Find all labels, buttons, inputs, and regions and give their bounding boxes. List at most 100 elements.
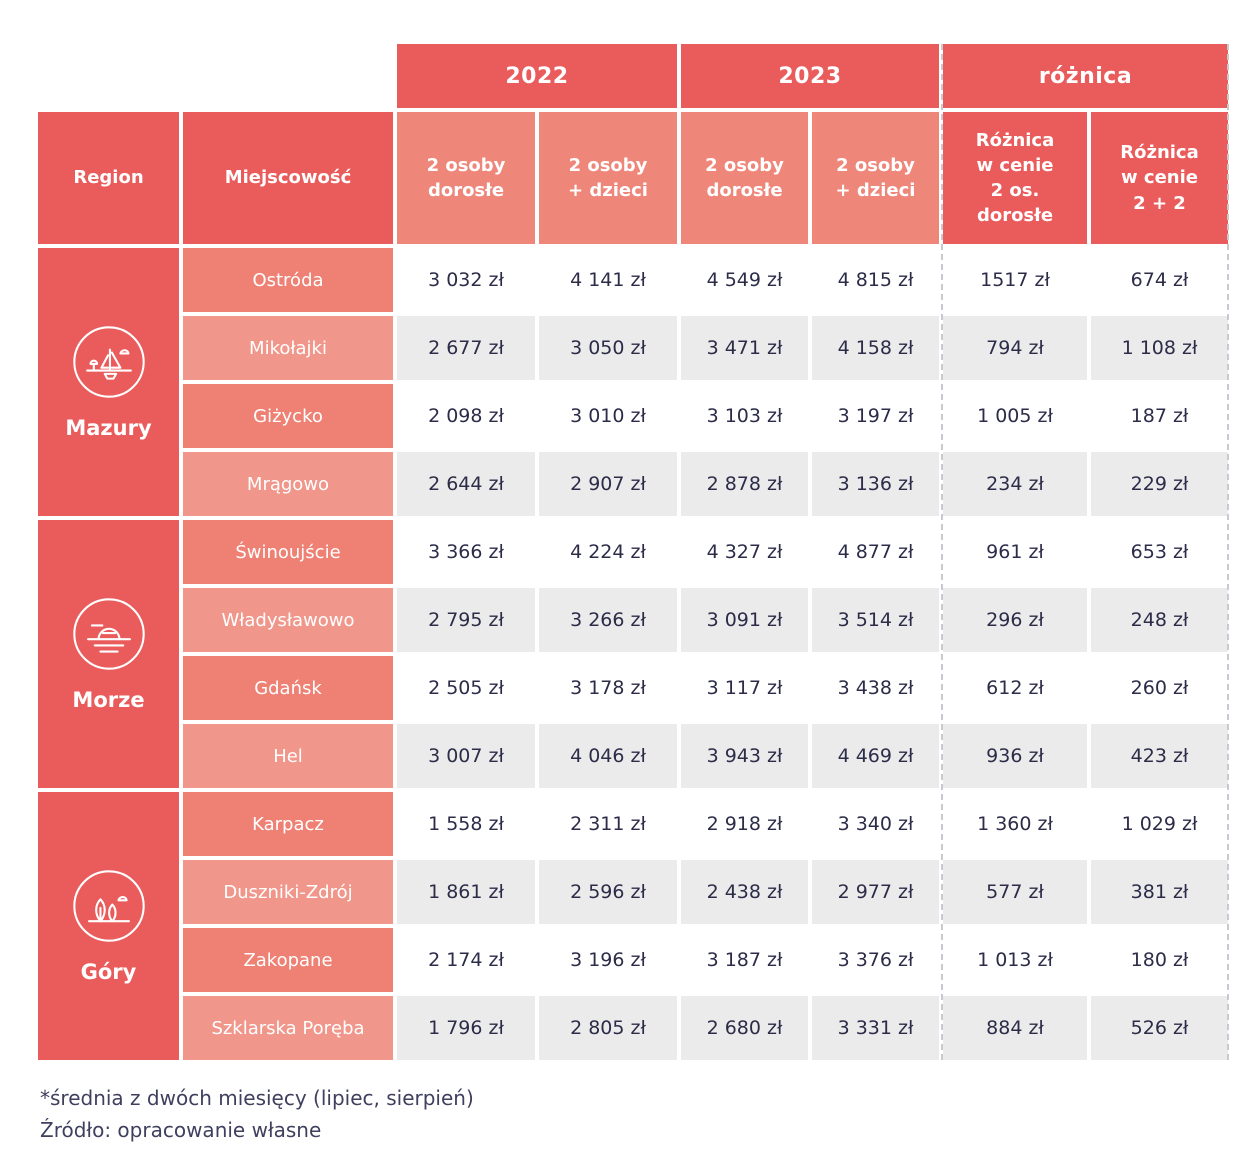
sea-sunset-icon bbox=[71, 596, 147, 672]
place-cell-duszniki: Duszniki-Zdrój bbox=[183, 860, 393, 924]
price-cell: 3 032 zł bbox=[397, 248, 535, 312]
price-cell: 3 117 zł bbox=[681, 656, 808, 720]
region-cell-morze: Morze bbox=[38, 520, 179, 788]
place-cell-swinoujscie: Świnoujście bbox=[183, 520, 393, 584]
diff-cell: 653 zł bbox=[1091, 520, 1228, 584]
diff-cell: 180 zł bbox=[1091, 928, 1228, 992]
price-cell: 3 266 zł bbox=[539, 588, 677, 652]
region-cell-mazury: Mazury bbox=[38, 248, 179, 516]
column-header-diff-2plus2: Różnica w cenie 2 + 2 bbox=[1091, 112, 1228, 244]
place-cell-ostroda: Ostróda bbox=[183, 248, 393, 312]
price-cell: 4 327 zł bbox=[681, 520, 808, 584]
place-cell-gizycko: Giżycko bbox=[183, 384, 393, 448]
diff-cell: 1 029 zł bbox=[1091, 792, 1228, 856]
price-cell: 3 050 zł bbox=[539, 316, 677, 380]
price-cell: 1 861 zł bbox=[397, 860, 535, 924]
column-header-diff-adults: Różnica w cenie 2 os. dorosłe bbox=[943, 112, 1087, 244]
price-cell: 4 877 zł bbox=[812, 520, 939, 584]
diff-cell: 1 108 zł bbox=[1091, 316, 1228, 380]
diff-cell: 612 zł bbox=[943, 656, 1087, 720]
price-cell: 3 103 zł bbox=[681, 384, 808, 448]
column-header-miejscowosc: Miejscowość bbox=[183, 112, 393, 244]
place-cell-wladyslawowo: Władysławowo bbox=[183, 588, 393, 652]
price-cell: 3 514 zł bbox=[812, 588, 939, 652]
diff-cell: 296 zł bbox=[943, 588, 1087, 652]
diff-cell: 526 zł bbox=[1091, 996, 1228, 1060]
price-cell: 4 815 zł bbox=[812, 248, 939, 312]
price-cell: 3 943 zł bbox=[681, 724, 808, 788]
price-cell: 1 796 zł bbox=[397, 996, 535, 1060]
price-cell: 3 197 zł bbox=[812, 384, 939, 448]
year-header-roznica: różnica bbox=[943, 44, 1228, 108]
price-cell: 3 438 zł bbox=[812, 656, 939, 720]
price-cell: 3 010 zł bbox=[539, 384, 677, 448]
price-cell: 4 224 zł bbox=[539, 520, 677, 584]
place-cell-gdansk: Gdańsk bbox=[183, 656, 393, 720]
place-cell-karpacz: Karpacz bbox=[183, 792, 393, 856]
price-cell: 2 098 zł bbox=[397, 384, 535, 448]
column-header-2022-children: 2 osoby + dzieci bbox=[539, 112, 677, 244]
place-cell-mragowo: Mrągowo bbox=[183, 452, 393, 516]
column-header-region: Region bbox=[38, 112, 179, 244]
diff-cell: 577 zł bbox=[943, 860, 1087, 924]
price-cell: 3 091 zł bbox=[681, 588, 808, 652]
footnotes: *średnia z dwóch miesięcy (lipiec, sierp… bbox=[40, 1082, 474, 1146]
diff-cell: 260 zł bbox=[1091, 656, 1228, 720]
diff-cell: 1 013 zł bbox=[943, 928, 1087, 992]
diff-cell: 1517 zł bbox=[943, 248, 1087, 312]
price-cell: 4 158 zł bbox=[812, 316, 939, 380]
price-cell: 2 878 zł bbox=[681, 452, 808, 516]
year-header-2022: 2022 bbox=[397, 44, 677, 108]
diff-cell: 794 zł bbox=[943, 316, 1087, 380]
price-cell: 2 644 zł bbox=[397, 452, 535, 516]
price-cell: 3 376 zł bbox=[812, 928, 939, 992]
lake-sailboat-icon bbox=[71, 324, 147, 400]
diff-cell: 248 zł bbox=[1091, 588, 1228, 652]
price-cell: 2 907 zł bbox=[539, 452, 677, 516]
price-cell: 2 977 zł bbox=[812, 860, 939, 924]
price-cell: 3 178 zł bbox=[539, 656, 677, 720]
diff-cell: 961 zł bbox=[943, 520, 1087, 584]
price-cell: 2 505 zł bbox=[397, 656, 535, 720]
region-label-gory: Góry bbox=[80, 960, 137, 984]
place-cell-zakopane: Zakopane bbox=[183, 928, 393, 992]
diff-cell: 229 zł bbox=[1091, 452, 1228, 516]
place-cell-hel: Hel bbox=[183, 724, 393, 788]
price-cell: 3 331 zł bbox=[812, 996, 939, 1060]
price-cell: 3 007 zł bbox=[397, 724, 535, 788]
year-header-2023: 2023 bbox=[681, 44, 939, 108]
price-cell: 4 141 zł bbox=[539, 248, 677, 312]
price-cell: 3 136 zł bbox=[812, 452, 939, 516]
price-cell: 2 596 zł bbox=[539, 860, 677, 924]
column-header-2023-children: 2 osoby + dzieci bbox=[812, 112, 939, 244]
price-table: 2022 2023 różnica Region Miejscowość 2 o… bbox=[38, 44, 1228, 1060]
price-cell: 3 187 zł bbox=[681, 928, 808, 992]
diff-cell: 234 zł bbox=[943, 452, 1087, 516]
mountain-trees-icon bbox=[71, 868, 147, 944]
price-cell: 4 549 zł bbox=[681, 248, 808, 312]
place-cell-mikolajki: Mikołajki bbox=[183, 316, 393, 380]
region-cell-gory: Góry bbox=[38, 792, 179, 1060]
price-cell: 3 196 zł bbox=[539, 928, 677, 992]
diff-cell: 1 005 zł bbox=[943, 384, 1087, 448]
price-cell: 4 046 zł bbox=[539, 724, 677, 788]
price-cell: 3 471 zł bbox=[681, 316, 808, 380]
region-label-morze: Morze bbox=[72, 688, 145, 712]
price-cell: 1 558 zł bbox=[397, 792, 535, 856]
price-cell: 2 438 zł bbox=[681, 860, 808, 924]
diff-cell: 936 zł bbox=[943, 724, 1087, 788]
diff-cell: 423 zł bbox=[1091, 724, 1228, 788]
diff-cell: 1 360 zł bbox=[943, 792, 1087, 856]
price-cell: 4 469 zł bbox=[812, 724, 939, 788]
diff-cell: 674 zł bbox=[1091, 248, 1228, 312]
diff-cell: 884 zł bbox=[943, 996, 1087, 1060]
diff-cell: 187 zł bbox=[1091, 384, 1228, 448]
column-header-2022-adults: 2 osoby dorosłe bbox=[397, 112, 535, 244]
price-cell: 3 340 zł bbox=[812, 792, 939, 856]
price-cell: 2 311 zł bbox=[539, 792, 677, 856]
region-label-mazury: Mazury bbox=[65, 416, 152, 440]
price-cell: 2 680 zł bbox=[681, 996, 808, 1060]
price-cell: 3 366 zł bbox=[397, 520, 535, 584]
place-cell-szklarska: Szklarska Poręba bbox=[183, 996, 393, 1060]
